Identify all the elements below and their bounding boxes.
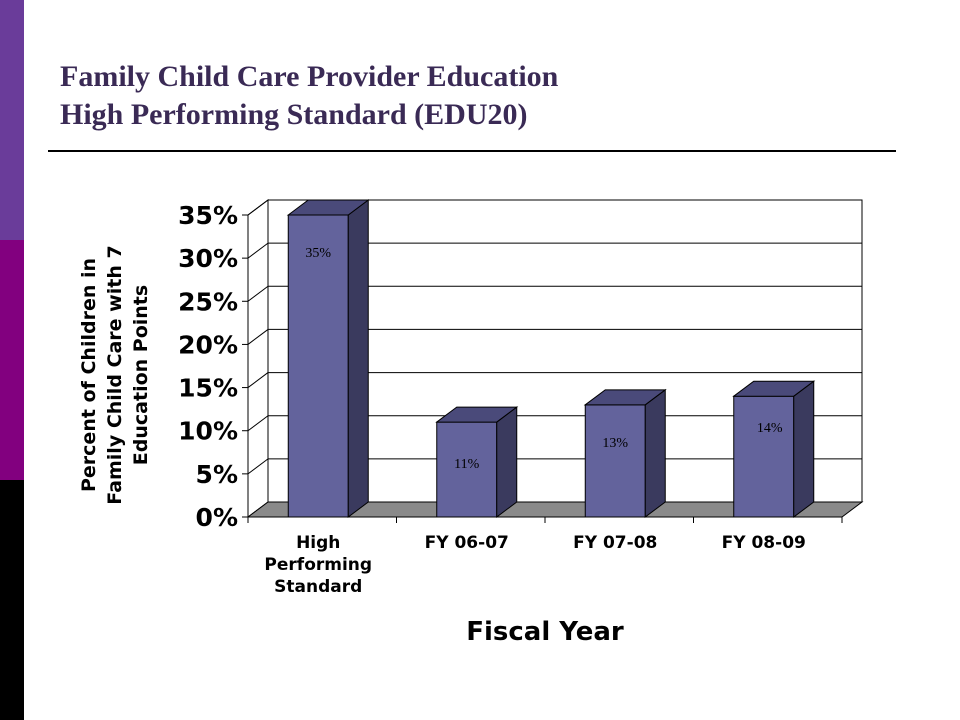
gridline-side-7 (247, 199, 269, 216)
bar (287, 214, 349, 518)
y-axis-title-line-2: Family Child Care with 7 (104, 245, 126, 504)
gridline-side-3 (247, 372, 269, 388)
y-tick-label: 5% (196, 460, 238, 489)
gridline-side-6 (247, 242, 269, 259)
x-tick-label: FY 06-07 (425, 533, 509, 553)
x-tick-label: FY 07-08 (573, 533, 657, 553)
bar-top (286, 199, 370, 216)
y-axis-title-line-1: Percent of Children in (78, 258, 100, 492)
chart-side-wall (247, 199, 269, 518)
bar-side (793, 380, 815, 518)
x-tick-label: High (296, 533, 340, 553)
bar-data-label: 14% (757, 421, 783, 436)
y-tick-label: 0% (196, 503, 238, 532)
bar (733, 395, 795, 518)
gridline-side-2 (247, 415, 269, 432)
bar (436, 421, 498, 518)
x-tick-label: Standard (274, 577, 362, 597)
x-tick-label: Performing (264, 555, 372, 575)
gridline-side-5 (247, 285, 269, 302)
title-underline (48, 150, 896, 152)
side-accent-top (0, 0, 24, 240)
side-accent-middle (0, 240, 24, 480)
bar-side (496, 406, 518, 518)
x-tick-label: FY 08-09 (722, 533, 806, 553)
gridline-side-1 (247, 458, 269, 475)
slide-title-line-2: High Performing Standard (EDU20) (60, 98, 528, 131)
bar-data-label: 11% (454, 457, 479, 472)
side-accent-bottom (0, 480, 24, 720)
y-axis-title-line-3: Education Points (130, 285, 152, 465)
bar-side (347, 199, 369, 518)
bar-data-label: 13% (602, 436, 628, 451)
y-tick-label: 35% (178, 201, 238, 230)
x-axis-title: Fiscal Year (466, 617, 624, 647)
slide-title: Family Child Care Provider Education Hig… (60, 58, 558, 134)
y-tick-label: 10% (178, 417, 238, 446)
bar (584, 404, 646, 518)
y-tick-label: 15% (178, 374, 238, 403)
y-tick-label: 30% (178, 244, 238, 273)
gridline-side-4 (247, 329, 269, 345)
slide-title-line-1: Family Child Care Provider Education (60, 60, 559, 93)
bar-top (732, 380, 816, 397)
bar-top (583, 389, 667, 406)
y-tick-label: 25% (178, 287, 238, 316)
bar-data-label: 35% (305, 246, 331, 261)
bar-top (435, 406, 519, 423)
bar-side (644, 388, 666, 518)
y-tick-label: 20% (178, 330, 238, 359)
